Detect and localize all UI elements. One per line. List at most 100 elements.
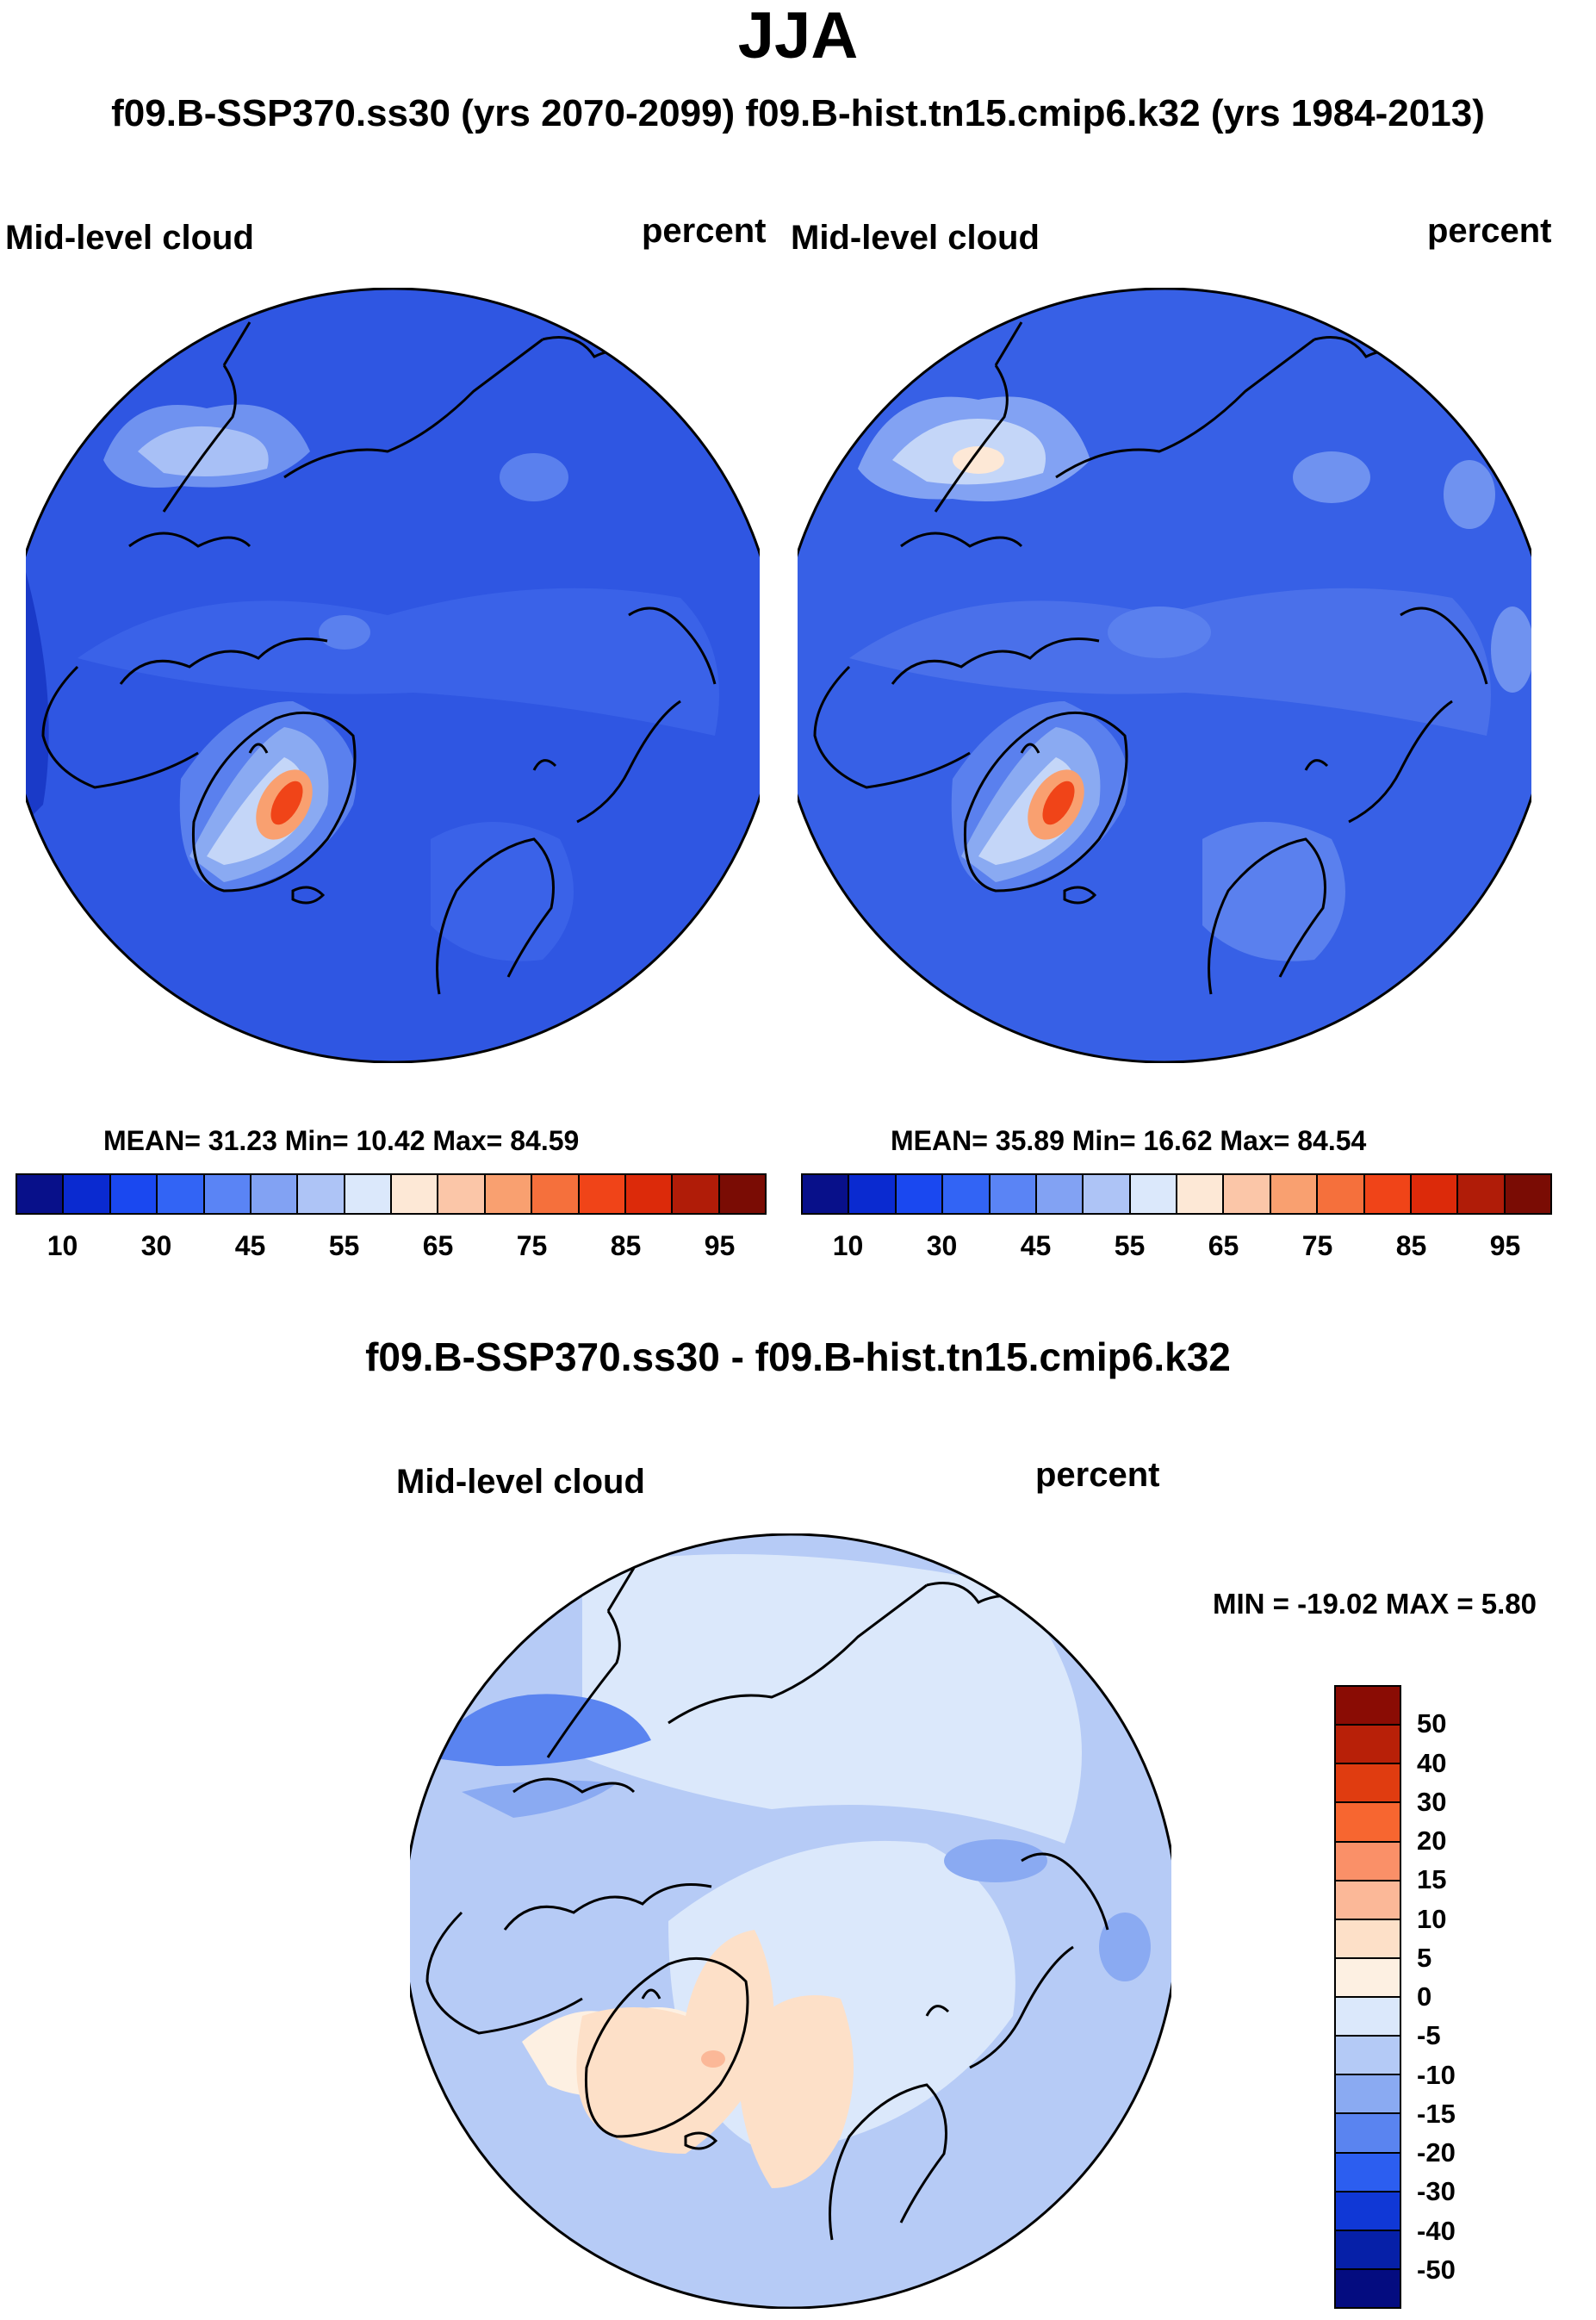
colorbar-swatch [345, 1175, 392, 1213]
colorbar-swatch [1336, 1919, 1400, 1959]
colorbar-tick-label: 30 [140, 1230, 172, 1261]
diff-negative-patch-2 [1099, 1913, 1151, 1981]
colorbar-swatch [943, 1175, 991, 1213]
colorbar-swatch [110, 1175, 158, 1213]
diff-positive-peak [701, 2050, 725, 2068]
panel-2-belt [849, 588, 1491, 736]
colorbar-swatch [251, 1175, 299, 1213]
panel-2-stats: MEAN= 35.89 Min= 16.62 Max= 84.54 [891, 1125, 1367, 1156]
diff-positive-greenland [576, 1930, 774, 2154]
diff-map [410, 1533, 1171, 2309]
colorbar-swatch [1364, 1175, 1412, 1213]
panel-2-label: Mid-level cloud [791, 219, 1040, 257]
colorbar-swatch [485, 1175, 533, 1213]
colorbar-tick-label: 85 [610, 1230, 642, 1261]
colorbar-swatch [1336, 2114, 1400, 2154]
diff-negative-band [427, 1694, 651, 1766]
colorbar-swatch [1336, 1726, 1400, 1765]
colorbar-swatch [1336, 1998, 1400, 2037]
colorbar-swatch [1336, 2037, 1400, 2076]
colorbar-tick-label: 55 [328, 1230, 360, 1261]
colorbar-tick-label: 10 [1417, 1903, 1447, 1934]
colorbar-swatch [392, 1175, 439, 1213]
panel-2-cloud-patch-2 [1444, 460, 1495, 529]
colorbar-tick-label: 95 [704, 1230, 736, 1261]
diff-coastlines [425, 1567, 1109, 2241]
colorbar-tick-label: 30 [1417, 1786, 1447, 1817]
colorbar-swatch [896, 1175, 944, 1213]
colorbar-swatch [1336, 1687, 1400, 1726]
colorbar-tick-label: 55 [1114, 1230, 1146, 1261]
panel-1-coastlines [41, 321, 717, 995]
colorbar-swatch [625, 1175, 674, 1213]
colorbar-tick-label: -40 [1417, 2215, 1456, 2246]
colorbar-swatch [673, 1175, 720, 1213]
panel-1-units: percent [642, 212, 767, 250]
colorbar-swatch [1336, 1958, 1400, 1998]
colorbar-tick-label: -15 [1417, 2098, 1456, 2129]
colorbar-tick-label: 75 [1301, 1230, 1333, 1261]
panel-2-map-boundary [798, 288, 1531, 1063]
panel-2-cloud-patch-3 [1491, 606, 1531, 693]
colorbar-swatch [803, 1175, 850, 1213]
panel-1-colorbar [16, 1173, 767, 1215]
colorbar-tick-label: 30 [926, 1230, 958, 1261]
colorbar-swatch [1084, 1175, 1131, 1213]
colorbar-swatch [298, 1175, 345, 1213]
panel-1-greenland-max [270, 781, 303, 825]
colorbar-tick-label: 65 [1208, 1230, 1239, 1261]
panel-2-cloud-patch-4 [1108, 606, 1211, 658]
panel-2-colorbar [801, 1173, 1552, 1215]
colorbar-tick-label: 0 [1417, 1981, 1432, 2012]
colorbar-swatch [1336, 2269, 1400, 2307]
colorbar-tick-label: -20 [1417, 2137, 1456, 2168]
panel-1-cloud-patch-2 [319, 615, 370, 650]
colorbar-swatch [17, 1175, 65, 1213]
colorbar-swatch [1336, 2075, 1400, 2115]
colorbar-swatch [1336, 1842, 1400, 1882]
colorbar-tick-label: -50 [1417, 2254, 1456, 2285]
panel-1-siberia-cloud-core [138, 426, 269, 476]
subtitle: f09.B-SSP370.ss30 (yrs 2070-2099) f09.B-… [111, 92, 1485, 134]
colorbar-swatch [1270, 1175, 1319, 1213]
colorbar-swatch [1177, 1175, 1225, 1213]
colorbar-swatch [1036, 1175, 1084, 1213]
panel-1-belt [78, 588, 719, 736]
colorbar-swatch [1505, 1175, 1550, 1213]
diff-units: percent [1035, 1456, 1160, 1494]
panel-1-label: Mid-level cloud [5, 219, 254, 257]
panel-1-map-boundary [26, 288, 760, 1063]
colorbar-tick-label: 5 [1417, 1942, 1432, 1973]
diff-map-boundary [410, 1533, 1171, 2309]
colorbar-tick-label: -30 [1417, 2176, 1456, 2207]
colorbar-swatch [579, 1175, 626, 1213]
colorbar-swatch [719, 1175, 765, 1213]
colorbar-tick-label: 85 [1395, 1230, 1427, 1261]
diff-negative-patch [944, 1839, 1047, 1882]
colorbar-tick-label: 15 [1417, 1864, 1447, 1895]
colorbar-swatch [1336, 2153, 1400, 2192]
colorbar-swatch [1411, 1175, 1459, 1213]
panel-1-cloud-patch [500, 453, 568, 501]
colorbar-swatch [532, 1175, 580, 1213]
diff-title: f09.B-SSP370.ss30 - f09.B-hist.tn15.cmip… [365, 1334, 1231, 1379]
colorbar-swatch [1458, 1175, 1506, 1213]
colorbar-tick-label: 10 [47, 1230, 78, 1261]
colorbar-tick-label: 65 [422, 1230, 454, 1261]
colorbar-tick-label: 40 [1417, 1747, 1447, 1778]
colorbar-swatch [1336, 1881, 1400, 1920]
main-title: JJA [737, 0, 859, 72]
panel-2-units: percent [1427, 212, 1552, 250]
diff-light-region [582, 1554, 1082, 1844]
diff-label: Mid-level cloud [396, 1463, 645, 1501]
panel-1-map [26, 288, 760, 1063]
colorbar-swatch [158, 1175, 205, 1213]
panel-1-stats: MEAN= 31.23 Min= 10.42 Max= 84.59 [103, 1125, 580, 1156]
colorbar-swatch [64, 1175, 111, 1213]
colorbar-tick-label: 45 [234, 1230, 266, 1261]
panel-2-map [798, 288, 1531, 1063]
colorbar-swatch [1336, 2230, 1400, 2270]
colorbar-swatch [1336, 1803, 1400, 1843]
colorbar-tick-label: 20 [1417, 1826, 1447, 1856]
panel-2-coastlines [813, 321, 1488, 995]
